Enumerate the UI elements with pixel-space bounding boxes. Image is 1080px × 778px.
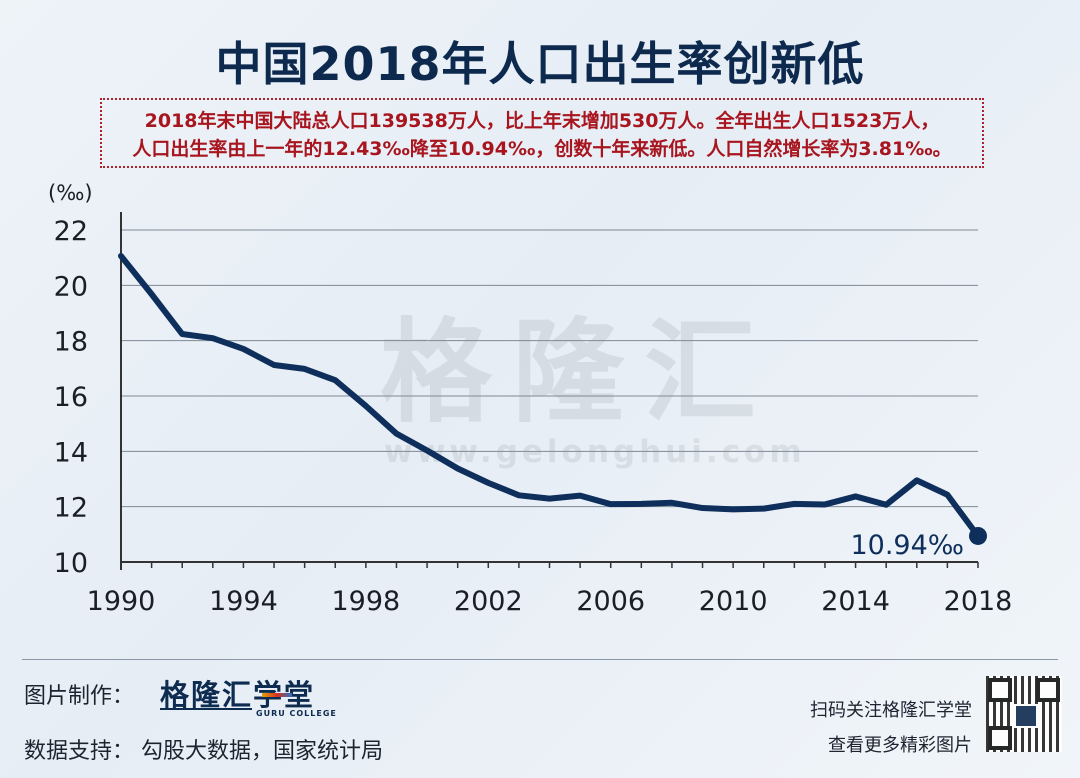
qr-logo-icon [1014, 704, 1038, 728]
qr-caption-2: 查看更多精彩图片 [828, 735, 972, 756]
end-value-label: 10.94‰ [850, 530, 964, 561]
y-tick-label-16: 16 [54, 382, 88, 413]
y-tick-label-20: 20 [54, 271, 88, 302]
y-axis-unit-label: (‰) [48, 181, 93, 205]
y-tick-label-14: 14 [54, 437, 88, 468]
brand-accent-icon [262, 693, 292, 697]
qr-caption-1: 扫码关注格隆汇学堂 [810, 700, 972, 721]
brand-subtitle: GURU COLLEGE [256, 709, 337, 718]
end-point-marker [969, 526, 987, 545]
credit-label: 图片制作： [24, 684, 135, 709]
summary-note-line-1: 2018年末中国大陆总人口139538万人，比上年末增加530万人。全年出生人口… [144, 110, 940, 132]
footer-divider [22, 659, 1058, 660]
x-tick-label-1998: 1998 [331, 586, 400, 617]
chart-title: 中国2018年人口出生率创新低 [215, 37, 865, 91]
x-tick-label-1990: 1990 [87, 586, 156, 617]
watermark-logo: 格隆汇 [380, 308, 776, 438]
data-source: 数据支持： 勾股大数据，国家统计局 [24, 739, 383, 764]
y-tick-label-12: 12 [54, 493, 88, 524]
y-tick-label-18: 18 [54, 327, 88, 358]
x-tick-label-1994: 1994 [209, 586, 278, 617]
brand-underline [160, 708, 252, 710]
series-line-0 [118, 253, 981, 539]
y-tick-label-22: 22 [54, 216, 88, 247]
birth-rate-line-chart: 10 12 14 16 18 20 22 (‰) 1990 1994 1998 2002 2006 201… [48, 181, 1013, 617]
x-tick-label-2006: 2006 [576, 586, 645, 617]
x-tick-label-2014: 2014 [821, 586, 890, 617]
y-tick-label-10: 10 [54, 548, 88, 579]
x-tick-label-2018: 2018 [944, 586, 1013, 617]
x-tick-label-2002: 2002 [454, 586, 523, 617]
x-tick-label-2010: 2010 [699, 586, 768, 617]
summary-note-line-2: 人口出生率由上一年的12.43‰降至10.94‰，创数十年来新低。人口自然增长率… [132, 138, 952, 160]
qr-code-icon[interactable] [986, 676, 1062, 752]
qr-corner-mark [988, 726, 1012, 750]
summary-note: 2018年末中国大陆总人口139538万人，比上年末增加530万人。全年出生人口… [100, 98, 984, 168]
